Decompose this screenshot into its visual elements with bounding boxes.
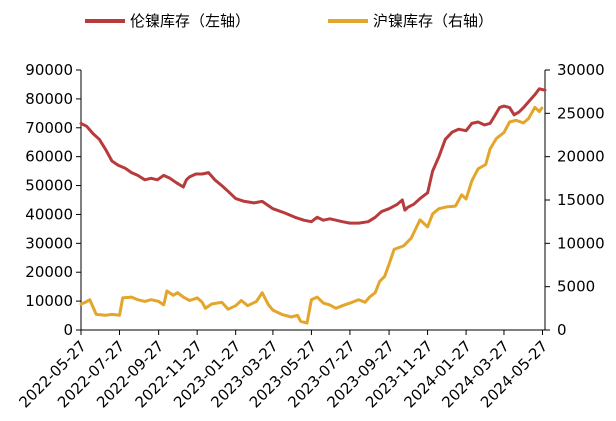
series-layer — [79, 87, 547, 325]
y-left-tick-label: 10000 — [25, 292, 73, 310]
y-left-tick-label: 80000 — [25, 90, 73, 108]
y-left-tick-label: 50000 — [25, 177, 73, 195]
legend: 伦镍库存（左轴） 沪镍库存（右轴） — [85, 12, 493, 30]
y-right-tick-label: 0 — [557, 321, 567, 339]
y-left-tick-label: 40000 — [25, 205, 73, 223]
y-right-tick-label: 20000 — [557, 148, 605, 166]
y-right-tick-label: 10000 — [557, 234, 605, 252]
y-left-tick-label: 60000 — [25, 148, 73, 166]
legend-label-shfe-nickel: 沪镍库存（右轴） — [373, 12, 493, 30]
y-right-tick-label: 5000 — [557, 278, 595, 296]
series-line-lme-nickel — [79, 87, 547, 225]
y-left-tick-label: 20000 — [25, 263, 73, 281]
y-right-tick-label: 30000 — [557, 61, 605, 79]
legend-label-lme-nickel: 伦镍库存（左轴） — [130, 12, 250, 30]
y-right-tick-label: 15000 — [557, 191, 605, 209]
y-left-tick-label: 30000 — [25, 234, 73, 252]
series-line-shfe-nickel — [79, 105, 544, 325]
y-left-tick-label: 90000 — [25, 61, 73, 79]
y-right-tick-label: 25000 — [557, 104, 605, 122]
y-left-tick-label: 0 — [63, 321, 73, 339]
y-left-tick-label: 70000 — [25, 119, 73, 137]
